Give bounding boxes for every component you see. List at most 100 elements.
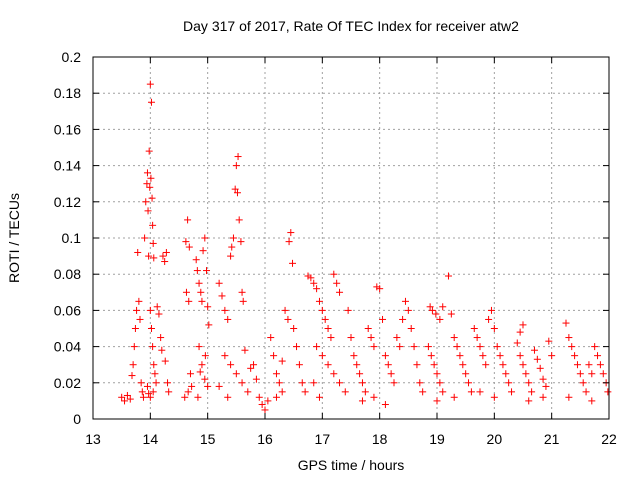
data-point	[147, 325, 155, 332]
data-point	[195, 279, 203, 287]
data-point	[270, 352, 278, 360]
data-point	[470, 325, 478, 332]
data-point	[121, 397, 129, 405]
y-tick-label: 0	[73, 411, 81, 427]
data-point	[198, 361, 206, 369]
data-point	[126, 395, 134, 403]
y-tick-label: 0.12	[54, 194, 81, 210]
data-point	[228, 243, 236, 251]
data-point	[367, 334, 375, 342]
data-point	[433, 370, 441, 378]
data-point	[315, 297, 323, 305]
data-point	[542, 382, 550, 390]
data-point	[150, 254, 158, 262]
x-tick-label: 14	[143, 431, 159, 447]
data-point	[215, 279, 223, 287]
data-point	[401, 297, 409, 305]
data-point	[250, 361, 258, 369]
data-point	[151, 370, 159, 378]
data-point	[381, 352, 389, 360]
data-point	[234, 153, 242, 161]
data-point	[571, 352, 579, 360]
data-point	[347, 334, 355, 342]
data-point	[350, 352, 358, 360]
data-point	[135, 297, 143, 305]
data-point	[579, 379, 587, 387]
data-point	[485, 315, 493, 323]
data-point	[148, 194, 156, 202]
data-point	[318, 306, 326, 314]
data-point	[358, 397, 366, 405]
data-point	[252, 375, 260, 383]
data-point	[146, 306, 154, 314]
data-point	[194, 393, 202, 401]
data-point	[353, 361, 361, 369]
data-point	[318, 352, 326, 360]
data-point	[204, 303, 212, 311]
data-point	[134, 248, 142, 256]
data-point	[143, 180, 151, 188]
data-point	[159, 252, 167, 260]
data-point	[419, 388, 427, 396]
x-tick-label: 16	[257, 431, 273, 447]
data-point	[562, 319, 570, 327]
data-point	[185, 297, 193, 305]
data-point	[490, 393, 498, 401]
data-point	[336, 288, 344, 296]
y-tick-label: 0.08	[54, 266, 81, 282]
data-point	[182, 288, 190, 296]
data-point	[201, 234, 209, 242]
data-point	[476, 388, 484, 396]
data-point	[130, 343, 138, 351]
data-point	[215, 382, 223, 390]
data-point	[565, 393, 573, 401]
data-point	[465, 379, 473, 387]
data-point	[143, 382, 151, 390]
data-point	[146, 393, 154, 401]
data-point	[247, 364, 255, 372]
data-point	[525, 379, 533, 387]
data-point	[370, 343, 378, 351]
data-point	[205, 321, 213, 329]
data-point	[313, 285, 321, 293]
data-point	[278, 357, 286, 365]
data-point	[138, 388, 146, 396]
data-point	[358, 379, 366, 387]
y-tick-label: 0.02	[54, 375, 81, 391]
data-point	[158, 346, 166, 354]
data-point	[428, 306, 436, 314]
data-point	[341, 388, 349, 396]
data-point	[295, 361, 303, 369]
data-point	[237, 238, 245, 246]
data-point	[192, 256, 200, 264]
data-point	[261, 406, 269, 414]
data-point	[197, 288, 205, 296]
data-point	[285, 238, 293, 246]
data-point	[201, 375, 209, 383]
data-point	[548, 352, 556, 360]
data-point	[453, 343, 461, 351]
data-point	[241, 346, 249, 354]
data-point	[287, 229, 295, 237]
data-point	[384, 361, 392, 369]
data-point	[145, 252, 153, 260]
data-point	[144, 207, 152, 215]
data-point	[376, 285, 384, 293]
y-tick-label: 0.16	[54, 121, 81, 137]
data-point	[591, 343, 599, 351]
y-tick-label: 0.1	[62, 230, 82, 246]
data-point	[476, 343, 484, 351]
data-point	[267, 334, 275, 342]
data-point	[204, 382, 212, 390]
data-point	[264, 397, 272, 405]
data-point	[426, 303, 434, 311]
x-axis-title: GPS time / hours	[298, 457, 405, 473]
data-point	[150, 361, 158, 369]
data-point	[479, 352, 487, 360]
data-point	[149, 343, 157, 351]
data-point	[231, 185, 239, 193]
data-point	[582, 388, 590, 396]
data-point	[139, 393, 147, 401]
data-point	[258, 401, 266, 409]
data-point	[310, 279, 318, 287]
